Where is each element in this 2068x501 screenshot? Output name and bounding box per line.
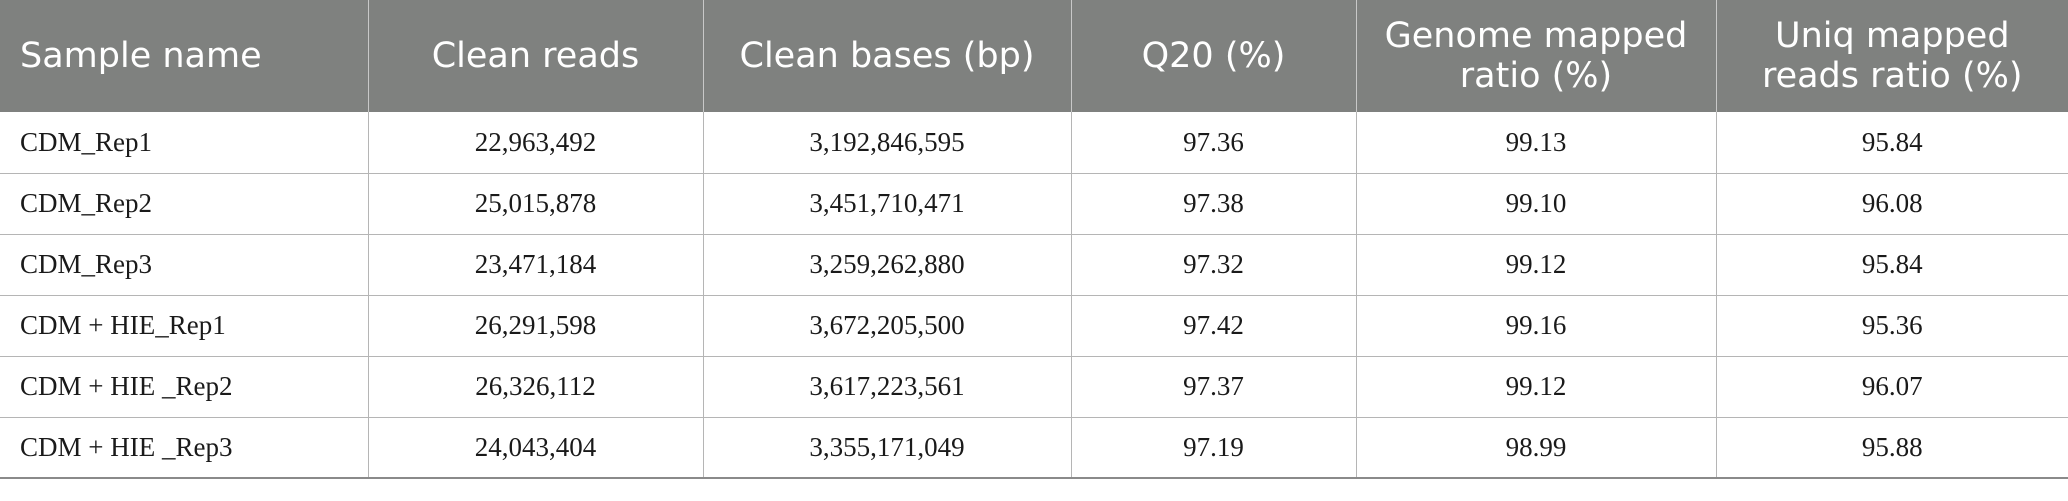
header-clean-reads: Clean reads bbox=[367, 0, 703, 112]
cell-sample-name: CDM + HIE_Rep1 bbox=[0, 295, 368, 357]
cell-clean-bases: 3,672,205,500 bbox=[702, 295, 1071, 357]
cell-sample-name: CDM_Rep2 bbox=[0, 173, 368, 235]
table-row: CDM_Rep2 25,015,878 3,451,710,471 97.38 … bbox=[0, 173, 2068, 235]
cell-q20: 97.36 bbox=[1070, 112, 1356, 174]
table-header: Sample name Clean reads Clean bases (bp)… bbox=[0, 0, 2068, 112]
cell-clean-bases: 3,192,846,595 bbox=[702, 112, 1071, 174]
cell-sample-name: CDM + HIE _Rep2 bbox=[0, 356, 368, 418]
cell-genome-mapped-ratio: 99.10 bbox=[1355, 173, 1716, 235]
cell-q20: 97.32 bbox=[1070, 234, 1356, 296]
cell-clean-reads: 24,043,404 bbox=[367, 417, 703, 479]
cell-clean-bases: 3,617,223,561 bbox=[702, 356, 1071, 418]
cell-uniq-mapped-ratio: 95.84 bbox=[1715, 234, 2068, 296]
table-body: CDM_Rep1 22,963,492 3,192,846,595 97.36 … bbox=[0, 112, 2068, 479]
cell-uniq-mapped-ratio: 95.36 bbox=[1715, 295, 2068, 357]
header-genome-mapped-ratio: Genome mapped ratio (%) bbox=[1355, 0, 1716, 112]
table-row: CDM + HIE _Rep3 24,043,404 3,355,171,049… bbox=[0, 417, 2068, 479]
cell-uniq-mapped-ratio: 95.84 bbox=[1715, 112, 2068, 174]
cell-uniq-mapped-ratio: 96.08 bbox=[1715, 173, 2068, 235]
cell-q20: 97.19 bbox=[1070, 417, 1356, 479]
header-uniq-mapped-reads-ratio: Uniq mapped reads ratio (%) bbox=[1715, 0, 2068, 112]
cell-clean-reads: 26,326,112 bbox=[367, 356, 703, 418]
cell-genome-mapped-ratio: 99.13 bbox=[1355, 112, 1716, 174]
table-row: CDM_Rep3 23,471,184 3,259,262,880 97.32 … bbox=[0, 234, 2068, 296]
header-sample-name: Sample name bbox=[0, 0, 368, 112]
cell-clean-reads: 23,471,184 bbox=[367, 234, 703, 296]
cell-genome-mapped-ratio: 99.12 bbox=[1355, 234, 1716, 296]
cell-genome-mapped-ratio: 98.99 bbox=[1355, 417, 1716, 479]
cell-clean-reads: 22,963,492 bbox=[367, 112, 703, 174]
cell-genome-mapped-ratio: 99.16 bbox=[1355, 295, 1716, 357]
cell-q20: 97.42 bbox=[1070, 295, 1356, 357]
table-row: CDM + HIE_Rep1 26,291,598 3,672,205,500 … bbox=[0, 295, 2068, 357]
cell-sample-name: CDM_Rep1 bbox=[0, 112, 368, 174]
cell-clean-bases: 3,451,710,471 bbox=[702, 173, 1071, 235]
cell-clean-reads: 26,291,598 bbox=[367, 295, 703, 357]
cell-uniq-mapped-ratio: 96.07 bbox=[1715, 356, 2068, 418]
cell-clean-bases: 3,259,262,880 bbox=[702, 234, 1071, 296]
header-row: Sample name Clean reads Clean bases (bp)… bbox=[0, 0, 2068, 112]
table-row: CDM + HIE _Rep2 26,326,112 3,617,223,561… bbox=[0, 356, 2068, 418]
cell-genome-mapped-ratio: 99.12 bbox=[1355, 356, 1716, 418]
cell-clean-reads: 25,015,878 bbox=[367, 173, 703, 235]
header-clean-bases: Clean bases (bp) bbox=[702, 0, 1071, 112]
cell-sample-name: CDM + HIE _Rep3 bbox=[0, 417, 368, 479]
cell-q20: 97.38 bbox=[1070, 173, 1356, 235]
cell-sample-name: CDM_Rep3 bbox=[0, 234, 368, 296]
sequencing-stats-table: Sample name Clean reads Clean bases (bp)… bbox=[0, 0, 2068, 479]
table-row: CDM_Rep1 22,963,492 3,192,846,595 97.36 … bbox=[0, 112, 2068, 174]
cell-clean-bases: 3,355,171,049 bbox=[702, 417, 1071, 479]
data-table: Sample name Clean reads Clean bases (bp)… bbox=[0, 0, 2068, 479]
header-q20: Q20 (%) bbox=[1070, 0, 1356, 112]
cell-uniq-mapped-ratio: 95.88 bbox=[1715, 417, 2068, 479]
cell-q20: 97.37 bbox=[1070, 356, 1356, 418]
